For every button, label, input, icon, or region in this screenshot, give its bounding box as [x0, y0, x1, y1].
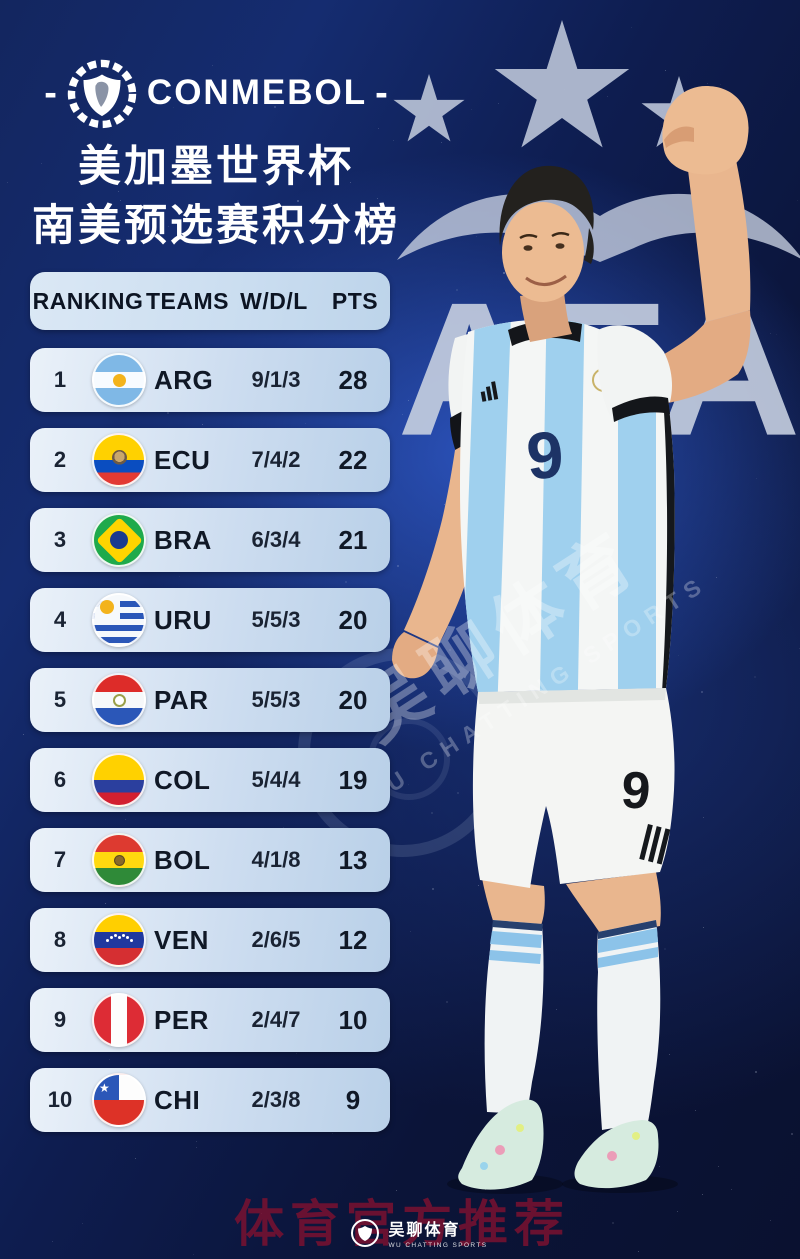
rank-cell: 6: [30, 767, 90, 793]
table-header: RANKING TEAMS W/D/L PTS: [30, 272, 390, 330]
rank-cell: 10: [30, 1087, 90, 1113]
rank-cell: 8: [30, 927, 90, 953]
wdl-cell: 4/1/8: [236, 847, 316, 873]
pts-cell: 21: [316, 525, 390, 556]
pts-cell: 10: [316, 1005, 390, 1036]
rank-cell: 2: [30, 447, 90, 473]
table-row: 9 PER 2/4/7 10: [30, 988, 390, 1052]
dash-left: -: [44, 74, 57, 112]
team-cell: ARG: [148, 365, 236, 396]
column-header-pts: PTS: [320, 288, 390, 315]
flag-icon: [92, 833, 146, 887]
flag-icon: [92, 993, 146, 1047]
table-row: 1 ARG 9/1/3 28: [30, 348, 390, 412]
page-title: 美加墨世界杯 南美预选赛积分榜: [0, 138, 432, 257]
wdl-cell: 6/3/4: [236, 527, 316, 553]
pts-cell: 22: [316, 445, 390, 476]
star-icon: [640, 76, 718, 154]
column-header-wdl: W/D/L: [228, 288, 320, 315]
table-row: 4 URU 5/5/3 20: [30, 588, 390, 652]
afa-letters: AFA: [392, 275, 800, 465]
team-cell: ECU: [148, 445, 236, 476]
table-row: 6 COL 5/4/4 19: [30, 748, 390, 812]
rank-cell: 9: [30, 1007, 90, 1033]
flag-icon: [92, 433, 146, 487]
flag-icon: [92, 673, 146, 727]
table-row: 2 ECU 7/4/2 22: [30, 428, 390, 492]
table-row: 10 CHI 2/3/8 9: [30, 1068, 390, 1132]
poster: AFA: [0, 0, 800, 1259]
footer-brand-subtitle: WU CHATTING SPORTS: [389, 1242, 488, 1249]
wdl-cell: 9/1/3: [236, 367, 316, 393]
afa-watermark: AFA: [392, 160, 800, 470]
wdl-cell: 2/6/5: [236, 927, 316, 953]
flag-icon: [92, 353, 146, 407]
conmebol-wordmark: CONMEBOL: [147, 73, 367, 113]
pts-cell: 12: [316, 925, 390, 956]
flag-icon: [92, 513, 146, 567]
shorts-number: 9: [619, 761, 652, 821]
team-cell: PER: [148, 1005, 236, 1036]
rank-cell: 4: [30, 607, 90, 633]
team-cell: BOL: [148, 845, 236, 876]
star-icon: [492, 20, 632, 160]
pts-cell: 13: [316, 845, 390, 876]
wdl-cell: 5/5/3: [236, 687, 316, 713]
title-line-2: 南美预选赛积分榜: [0, 197, 432, 256]
title-line-1: 美加墨世界杯: [0, 138, 432, 197]
column-header-teams: TEAMS: [146, 288, 228, 315]
team-cell: URU: [148, 605, 236, 636]
pts-cell: 19: [316, 765, 390, 796]
standings-table: RANKING TEAMS W/D/L PTS 1 ARG 9/1/3 28 2…: [30, 272, 390, 1148]
table-row: 7 BOL 4/1/8 13: [30, 828, 390, 892]
footer-logo: 吴聊体育 WU CHATTING SPORTS: [0, 1216, 800, 1249]
team-cell: COL: [148, 765, 236, 796]
team-cell: CHI: [148, 1085, 236, 1116]
footer-logo-icon: [349, 1217, 381, 1249]
wdl-cell: 7/4/2: [236, 447, 316, 473]
flag-icon: [92, 593, 146, 647]
afa-laurel-icon: [392, 160, 800, 270]
conmebol-header: - CONMEBOL -: [0, 56, 432, 130]
flag-icon: [92, 913, 146, 967]
pts-cell: 20: [316, 605, 390, 636]
rank-cell: 3: [30, 527, 90, 553]
table-row: 3 BRA 6/3/4 21: [30, 508, 390, 572]
rank-cell: 7: [30, 847, 90, 873]
wdl-cell: 2/3/8: [236, 1087, 316, 1113]
wdl-cell: 5/5/3: [236, 607, 316, 633]
table-row: 5 PAR 5/5/3 20: [30, 668, 390, 732]
conmebol-logo-icon: [65, 56, 139, 130]
wdl-cell: 2/4/7: [236, 1007, 316, 1033]
column-header-ranking: RANKING: [30, 288, 146, 315]
rows-container: 1 ARG 9/1/3 28 2 ECU 7/4/2 22 3 BRA 6/3/…: [30, 348, 390, 1132]
flag-icon: [92, 753, 146, 807]
team-cell: VEN: [148, 925, 236, 956]
pts-cell: 28: [316, 365, 390, 396]
footer-brand-name: 吴聊体育: [389, 1216, 488, 1240]
table-row: 8 VEN 2/6/5 12: [30, 908, 390, 972]
rank-cell: 5: [30, 687, 90, 713]
rank-cell: 1: [30, 367, 90, 393]
team-cell: PAR: [148, 685, 236, 716]
pts-cell: 20: [316, 685, 390, 716]
pts-cell: 9: [316, 1085, 390, 1116]
team-cell: BRA: [148, 525, 236, 556]
dash-right: -: [375, 74, 388, 112]
wdl-cell: 5/4/4: [236, 767, 316, 793]
flag-icon: [92, 1073, 146, 1127]
